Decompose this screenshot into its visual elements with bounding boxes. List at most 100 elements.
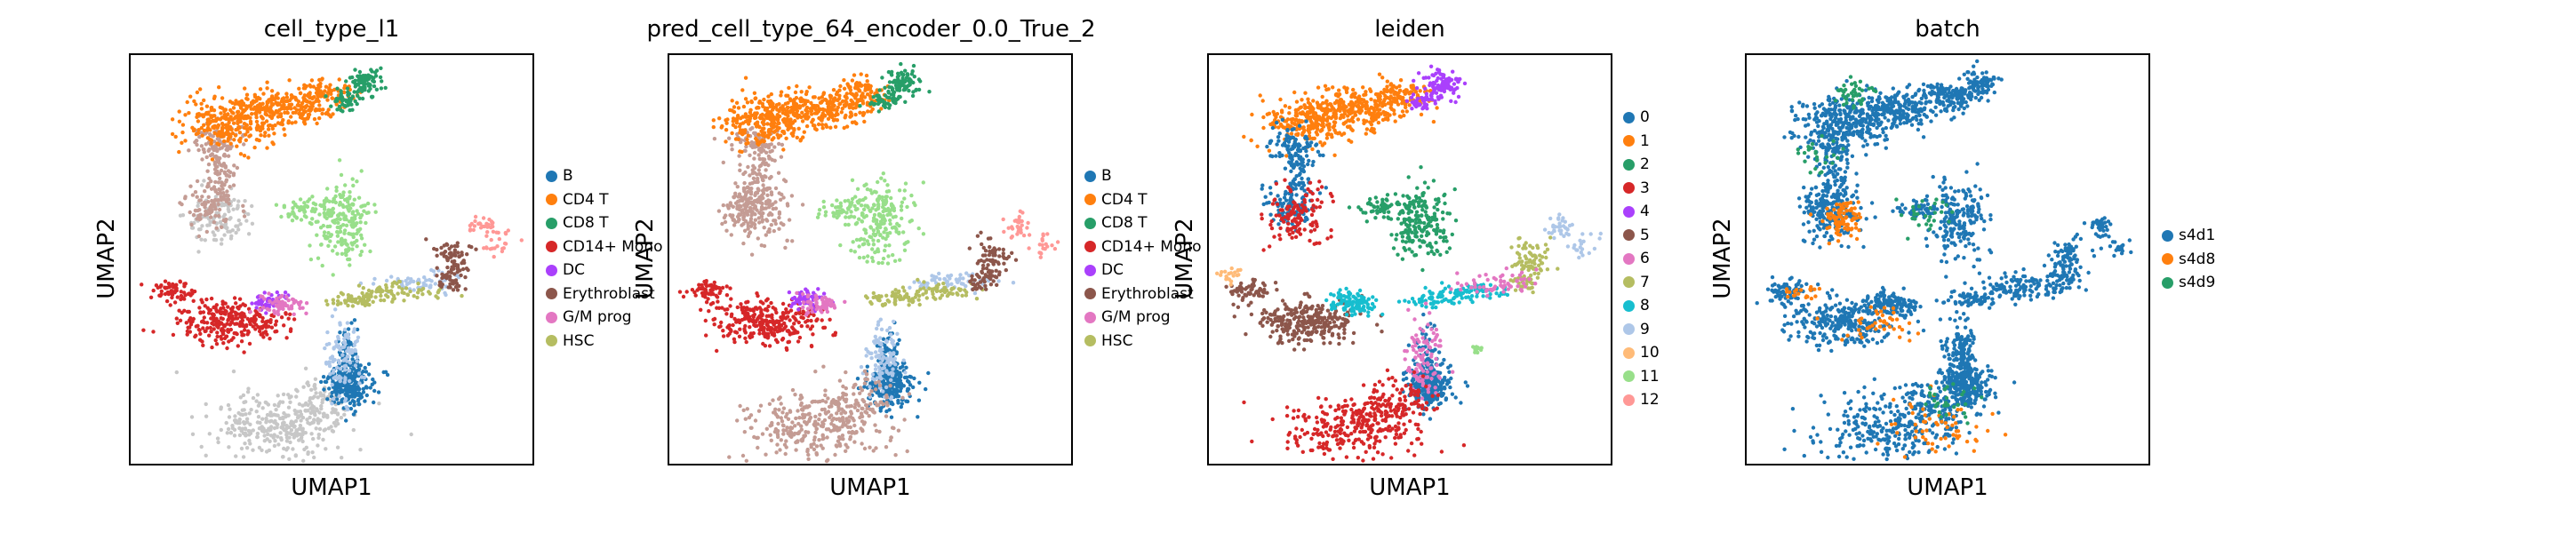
data-point [428, 291, 432, 296]
data-point [200, 202, 204, 207]
data-point [353, 84, 357, 89]
data-point [205, 122, 211, 127]
data-point [196, 112, 201, 116]
data-point [282, 127, 286, 131]
data-point [758, 146, 763, 151]
data-point [736, 114, 740, 118]
data-point [740, 88, 745, 92]
data-point [839, 110, 844, 115]
data-point [202, 128, 207, 133]
data-point [342, 412, 347, 417]
data-point [486, 224, 491, 229]
data-point [268, 337, 272, 341]
data-point [737, 207, 742, 212]
data-point [276, 413, 280, 418]
data-point [322, 387, 326, 392]
data-point [258, 125, 262, 130]
data-point [331, 301, 336, 306]
data-point [245, 390, 251, 394]
data-point [188, 320, 193, 324]
data-point [761, 156, 765, 162]
plot-title: cell_type_l1 [263, 16, 400, 43]
data-point [303, 366, 308, 370]
data-point [772, 136, 776, 140]
data-point [749, 213, 754, 218]
data-point [227, 415, 232, 419]
data-point [282, 410, 286, 416]
data-point [186, 325, 190, 330]
data-point [202, 150, 206, 155]
data-point [355, 179, 359, 184]
data-point [171, 282, 175, 287]
data-point [226, 194, 230, 198]
data-point [345, 349, 349, 354]
data-point [257, 426, 262, 431]
data-point [840, 99, 845, 104]
data-point [745, 212, 750, 217]
data-point [178, 279, 182, 283]
data-point [285, 304, 290, 308]
data-point [159, 283, 164, 288]
data-point [254, 99, 259, 103]
data-point [325, 330, 330, 335]
legend-marker [546, 264, 557, 276]
data-point [213, 146, 219, 150]
data-point [347, 369, 352, 373]
data-point [321, 437, 325, 442]
data-point [775, 107, 780, 112]
data-point [286, 119, 291, 123]
data-point [217, 207, 222, 212]
data-point [374, 87, 380, 91]
legend-label: CD14+ Mono [563, 237, 663, 256]
data-point [334, 96, 339, 101]
data-point [823, 123, 828, 127]
data-point [228, 311, 234, 315]
data-point [298, 410, 303, 414]
data-point [324, 84, 329, 89]
data-point [476, 221, 481, 227]
data-point [225, 197, 229, 202]
data-point [286, 405, 292, 410]
data-point [764, 150, 769, 155]
data-point [170, 131, 175, 137]
data-point [752, 141, 757, 146]
data-point [174, 287, 179, 291]
data-point [764, 168, 768, 172]
data-point [764, 144, 768, 149]
data-point [356, 385, 360, 389]
data-point [336, 344, 341, 348]
data-point [339, 290, 344, 295]
data-point [303, 109, 308, 114]
data-point [367, 83, 372, 87]
data-point [279, 315, 284, 320]
data-point [220, 125, 226, 131]
data-point [230, 100, 235, 105]
data-point [757, 156, 763, 162]
data-point [228, 124, 233, 130]
data-point [763, 174, 767, 179]
data-point [207, 223, 212, 227]
data-point [917, 380, 922, 385]
data-point [769, 111, 774, 116]
data-point [255, 420, 260, 425]
panel-pred-cell-type: pred_cell_type_64_encoder_0.0_True_2 UMA… [0, 0, 1201, 533]
data-point [338, 330, 342, 335]
data-point [325, 302, 330, 306]
data-point [361, 74, 365, 78]
data-point [273, 330, 277, 334]
data-point [899, 404, 903, 410]
data-point [306, 420, 310, 426]
data-point [310, 195, 315, 199]
data-point [334, 365, 340, 370]
data-point [798, 139, 803, 143]
data-point [405, 292, 411, 298]
data-point [198, 338, 203, 342]
data-point [236, 218, 241, 223]
data-point [226, 117, 231, 122]
data-point [323, 346, 327, 351]
data-point [318, 84, 323, 89]
data-point [180, 130, 185, 135]
data-point [212, 131, 217, 136]
data-point [747, 122, 751, 126]
data-point [238, 152, 244, 156]
